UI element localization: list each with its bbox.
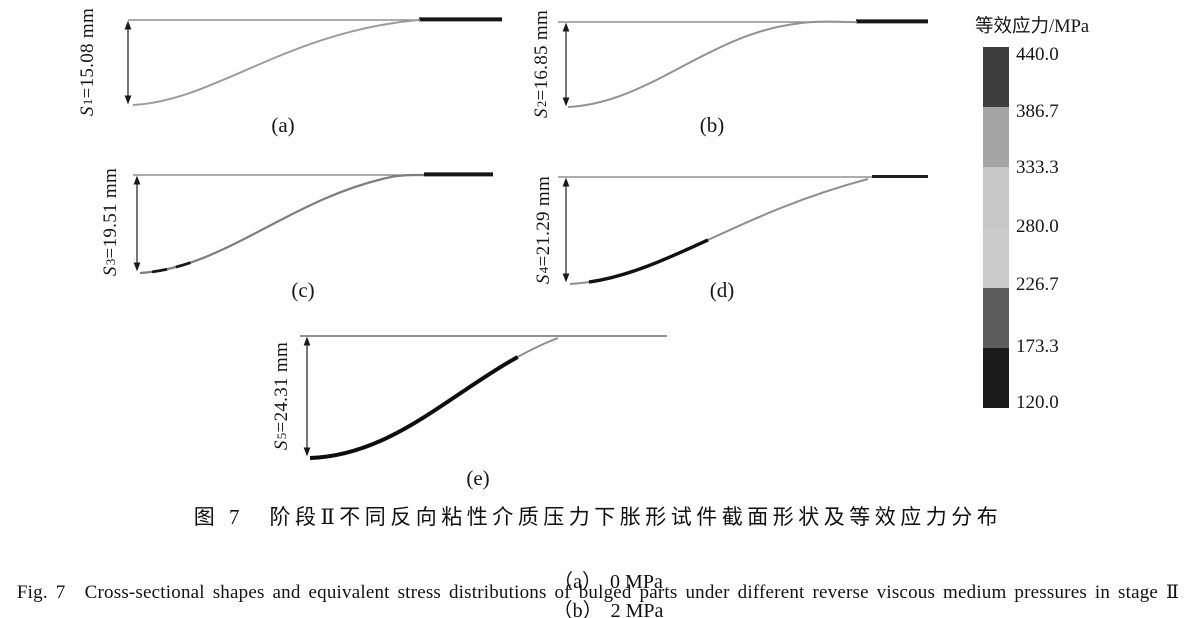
subcaption-tag: （a） bbox=[553, 571, 603, 593]
depth-symbol: S bbox=[271, 440, 292, 451]
panel-d-depth-label: S 4 =21.29 mm bbox=[533, 175, 554, 285]
panel-b-graphics bbox=[558, 19, 928, 108]
depth-symbol: S bbox=[531, 108, 552, 119]
colorbar-segment bbox=[983, 347, 1009, 409]
panel-d-high-stress-curve-segment bbox=[569, 177, 869, 286]
subcaption-item: （b） 2 MPa bbox=[553, 594, 664, 618]
depth-symbol: S bbox=[100, 266, 121, 277]
colorbar-tick: 173.3 bbox=[1016, 336, 1059, 357]
depth-symbol: S bbox=[77, 106, 98, 117]
subcaption-value: 2 MPa bbox=[610, 600, 664, 618]
panel-c-profile-curve bbox=[139, 173, 425, 275]
panel-b-letter: (b) bbox=[699, 113, 725, 137]
depth-value: =16.85 mm bbox=[531, 9, 552, 101]
panel-a-arrowhead-up-icon bbox=[124, 20, 132, 30]
panel-c-arrowhead-up-icon bbox=[133, 175, 141, 185]
colorbar-tick: 386.7 bbox=[1016, 101, 1059, 122]
panel-e-graphics bbox=[300, 335, 667, 460]
depth-value: =19.51 mm bbox=[100, 167, 121, 259]
depth-value: =21.29 mm bbox=[533, 175, 554, 267]
panel-b-depth-label: S 2 =16.85 mm bbox=[531, 9, 552, 119]
panel-b-profile-curve bbox=[567, 20, 858, 108]
colorbar-segment bbox=[983, 167, 1009, 228]
colorbar-tick: 333.3 bbox=[1016, 157, 1059, 178]
panel-d-arrowhead-down-icon bbox=[562, 273, 570, 283]
panel-c-arrowhead-down-icon bbox=[133, 262, 141, 272]
colorbar-tick: 440.0 bbox=[1016, 44, 1059, 65]
colorbar-tick: 280.0 bbox=[1016, 216, 1059, 237]
panel-a-arrowhead-down-icon bbox=[124, 95, 132, 105]
colorbar-segment bbox=[983, 47, 1009, 108]
panel-e-arrowhead-up-icon bbox=[303, 336, 311, 346]
colorbar-segment bbox=[983, 287, 1009, 348]
panel-d-profile-curve bbox=[569, 178, 869, 285]
panel-c-letter: (c) bbox=[291, 278, 315, 302]
colorbar bbox=[983, 47, 1009, 409]
panel-e-profile-curve bbox=[309, 337, 559, 459]
colorbar-tick: 120.0 bbox=[1016, 392, 1059, 413]
panel-e-depth-label: S 5 =24.31 mm bbox=[271, 341, 292, 451]
panel-c-graphics bbox=[133, 172, 493, 275]
depth-value: =24.31 mm bbox=[271, 341, 292, 433]
panel-b-arrowhead-down-icon bbox=[562, 97, 570, 107]
panel-c-high-stress-dashes bbox=[139, 173, 425, 275]
subcaption-tag: （b） bbox=[552, 600, 603, 618]
colorbar-segment bbox=[983, 107, 1009, 168]
panel-d-arrowhead-up-icon bbox=[562, 177, 570, 187]
panel-a-profile-curve bbox=[132, 18, 421, 106]
panel-a-letter: (a) bbox=[271, 113, 295, 137]
subcaption-value: 0 MPa bbox=[610, 571, 663, 593]
panel-e-arrowhead-down-icon bbox=[303, 447, 311, 457]
panel-a-depth-label: S 1 =15.08 mm bbox=[77, 7, 98, 117]
colorbar-segment bbox=[983, 227, 1009, 288]
panel-b-arrowhead-up-icon bbox=[562, 22, 570, 32]
panel-d-graphics bbox=[558, 175, 928, 286]
panel-c-depth-label: S 3 =19.51 mm bbox=[100, 167, 121, 277]
subcaption-item: （a） 0 MPa bbox=[553, 565, 663, 594]
colorbar-title: 等效应力/MPa bbox=[975, 17, 1090, 37]
colorbar-tick: 226.7 bbox=[1016, 274, 1059, 295]
depth-value: =15.08 mm bbox=[77, 7, 98, 99]
depth-symbol: S bbox=[533, 274, 554, 285]
panel-a-graphics bbox=[124, 17, 502, 106]
caption-subfigure-pressures: （a）0 MPa （b）2 MPa （c）4 MPa （d）6 MPa （e）8… bbox=[0, 542, 1196, 618]
caption-chinese: 图 7 阶段Ⅱ不同反向粘性介质压力下胀形试件截面形状及等效应力分布 bbox=[193, 505, 1003, 529]
caption-english: Fig. 7 Cross-sectional shapes and equiva… bbox=[16, 582, 1180, 603]
panel-e-letter: (e) bbox=[466, 466, 490, 490]
panel-e-high-stress-curve-segment bbox=[309, 336, 559, 460]
panel-d-letter: (d) bbox=[709, 278, 735, 302]
